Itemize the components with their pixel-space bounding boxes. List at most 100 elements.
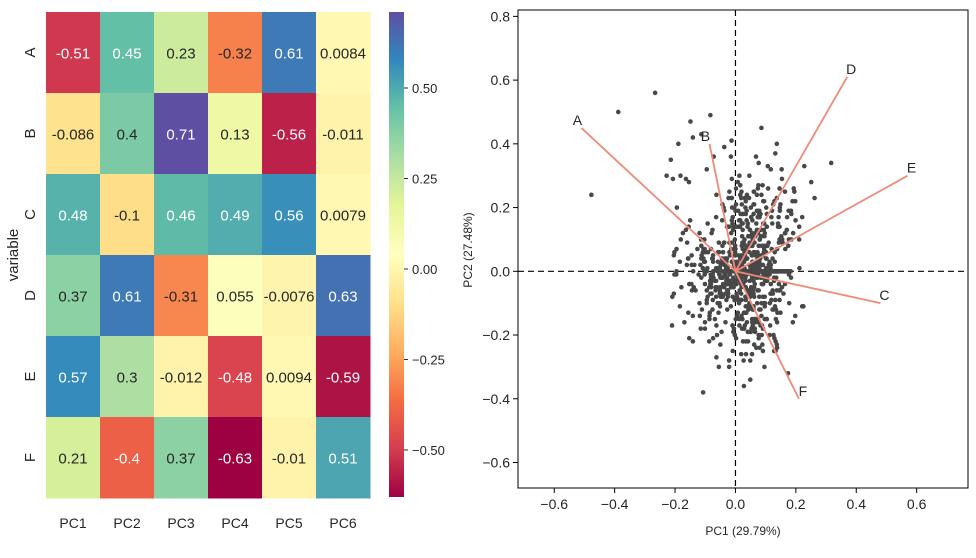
scatter-point [760,342,765,347]
cell-label: 0.61 [274,46,303,63]
scatter-point [710,297,716,303]
scatter-point [759,233,764,239]
cell-label: 0.61 [112,289,141,306]
cell-label: 0.49 [220,208,249,225]
scatter-point [735,208,741,214]
scatter-point [733,335,739,341]
scatter-point [748,329,753,335]
scatter-point [698,326,704,331]
scatter-point [737,182,743,188]
scatter-point [753,345,759,351]
scatter-point [725,288,731,293]
scatter-point [756,288,762,293]
scatter-point [716,240,722,245]
heatmap-cell [262,255,317,337]
scatter-point [702,319,708,325]
scatter-point [717,304,723,309]
scatter-point [791,186,797,191]
scatter-point [741,326,747,331]
heatmap-cell [46,93,101,175]
scatter-point [678,173,683,179]
colorbar-tick-label: 0.00 [412,262,437,277]
heatmap-cell [46,12,101,94]
scatter-point [747,173,752,179]
scatter-point [739,221,745,226]
scatter-point [740,316,745,322]
scatter-point [764,316,770,322]
scatter-point [690,135,696,140]
scatter-point [808,179,814,185]
scatter-point [718,294,723,300]
scatter-point [797,265,802,271]
scatter-point [776,281,782,287]
y-tick-label: E [22,371,39,381]
scatter-point [709,230,714,236]
x-tick-label: 0.2 [786,496,806,512]
scatter-point [708,284,714,290]
scatter-point [769,214,774,220]
cell-label: 0.23 [166,46,195,63]
scatter-point [751,269,757,274]
scatter-point [673,272,679,277]
cell-label: 0.37 [58,289,87,306]
scatter-point [751,202,757,207]
scatter-point [768,167,774,172]
scatter-point [699,243,704,249]
scatter-point [683,227,689,233]
scatter-point [721,240,727,245]
scatter-point [774,342,780,347]
y-tick-label: 0.2 [491,200,511,216]
y-tick-label: −0.6 [482,455,510,471]
scatter-point [739,233,745,239]
cell-label: 0.46 [166,208,195,225]
x-tick-label: PC3 [167,515,194,531]
scatter-point [729,138,734,143]
cell-label: -0.51 [56,46,90,63]
heatmap-cell [100,12,155,94]
scatter-point [699,131,704,137]
x-tick-label: PC2 [113,515,140,531]
scatter-point [728,154,734,159]
scatter-point [793,218,798,223]
scatter-point [754,192,760,198]
scatter-point [745,224,750,229]
scatter-point [761,300,767,306]
scatter-point [744,218,749,223]
loading-arrow [735,174,909,273]
scatter-point [776,214,781,220]
scatter-point [740,227,745,233]
scatter-point [690,313,696,319]
scatter-point [760,348,766,354]
scatter-point [704,167,710,172]
cell-label: 0.45 [112,46,141,63]
scatter-point [701,259,707,265]
scatter-point [671,253,677,258]
scatter-point [721,284,727,290]
scatter-point [786,300,792,306]
scatter-point [796,237,802,242]
scatter-point [664,173,669,179]
scatter-point [744,192,750,198]
y-tick-label: −0.2 [482,327,510,343]
cell-label: -0.31 [164,289,198,306]
cell-label: 0.57 [58,370,87,387]
scatter-point [680,230,686,236]
scatter-point [744,243,749,249]
scatter-point [743,275,748,280]
scatter-point [720,275,726,280]
scatter-point [770,256,775,261]
cell-label: 0.71 [166,127,195,144]
cell-label: 0.3 [117,370,138,387]
scatter-point [777,186,782,191]
scatter-point [755,269,761,274]
scatter-point [747,278,752,284]
scatter-point [777,205,783,210]
scatter-point [762,243,768,249]
scatter-point [716,364,722,370]
scatter-point [777,297,782,303]
scatter-point [781,291,786,296]
scatter-point [726,364,732,370]
scatter-point [677,304,683,309]
loading-arrow [708,143,737,272]
scatter-point [759,281,765,287]
